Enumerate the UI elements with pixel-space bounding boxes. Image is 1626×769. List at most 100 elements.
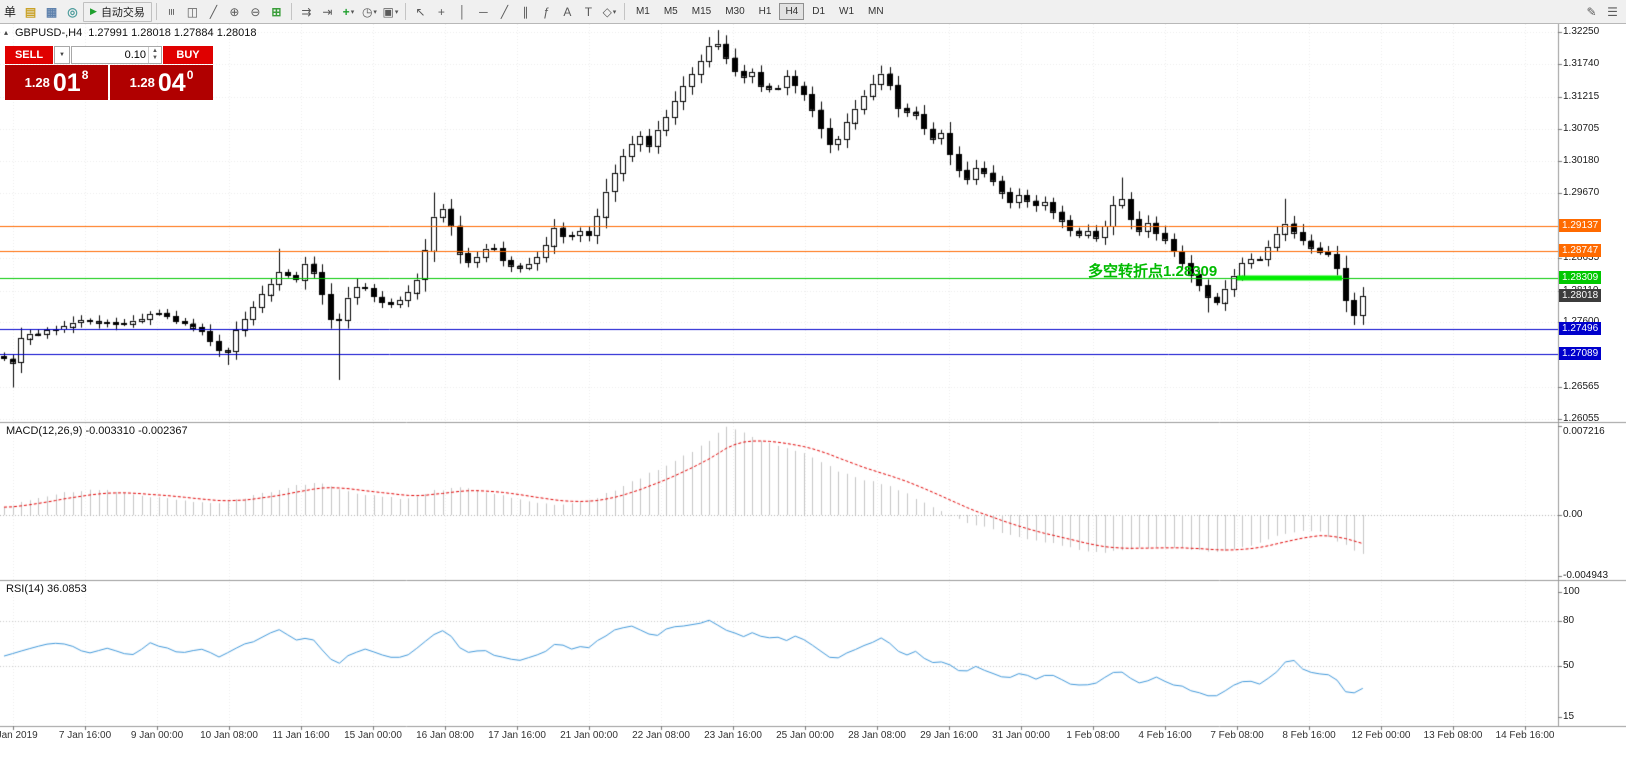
trendline-icon[interactable]: ╱ bbox=[494, 2, 515, 22]
toolbar-draw-group: ↖ + │ ─ ╱ ∥ ƒ A T ◇ ▾ bbox=[410, 2, 620, 22]
vertical-line-icon[interactable]: │ bbox=[452, 2, 473, 22]
market-watch-icon[interactable]: ▦ bbox=[41, 2, 62, 22]
toolbar: 单 ▤ ▦ ◎ ▶ 自动交易 ≡ ◫ ╱ ⊕ ⊖ ⊞ ⇉ ⇥ + ▾ ◷ ▾ ▣ ▾ ↖ + │ ─ ╱ ∥ ƒ A T ◇ ▾… bbox=[0, 0, 1626, 24]
fibonacci-icon[interactable]: ƒ bbox=[536, 2, 557, 22]
indicators-icon: + bbox=[342, 4, 350, 19]
templates-dropdown-icon[interactable]: ▾ bbox=[394, 8, 399, 16]
price-badge-pivot-line: 1.28309 bbox=[1559, 271, 1602, 285]
macd-axis-tick: 0.007216 bbox=[1563, 426, 1605, 437]
indicators-icon[interactable]: + ▾ bbox=[338, 2, 359, 22]
time-axis-label: 25 Jan 00:00 bbox=[776, 730, 834, 741]
price-axis-tick: 1.26565 bbox=[1563, 381, 1600, 393]
indicators-dropdown-icon[interactable]: ▾ bbox=[350, 8, 355, 16]
one-click-toggle-icon[interactable]: ▴ bbox=[4, 28, 9, 37]
auto-trading-play-icon: ▶ bbox=[90, 6, 97, 16]
timeframe-h4[interactable]: H4 bbox=[779, 3, 805, 20]
price-axis-tick: 1.30180 bbox=[1563, 155, 1600, 167]
tile-windows-icon[interactable]: ⊞ bbox=[266, 2, 287, 22]
crosshair-icon[interactable]: + bbox=[431, 2, 452, 22]
volume-up-icon[interactable]: ▲ bbox=[152, 48, 158, 54]
time-axis-label: 11 Jan 16:00 bbox=[272, 730, 330, 741]
price-chart-canvas[interactable] bbox=[0, 24, 1626, 769]
edit-icon[interactable]: ✎ bbox=[1581, 2, 1602, 22]
toolbar-separator bbox=[290, 3, 292, 20]
candlestick-chart-icon: ◫ bbox=[186, 4, 199, 19]
price-axis-tick: 1.26055 bbox=[1563, 413, 1600, 424]
time-axis-label: 3 Jan 2019 bbox=[0, 730, 38, 741]
line-chart-icon[interactable]: ╱ bbox=[203, 2, 224, 22]
horizontal-line-icon[interactable]: ─ bbox=[473, 2, 494, 22]
volume-field: ▲ ▼ bbox=[71, 46, 162, 64]
timeframe-mn[interactable]: MN bbox=[868, 6, 884, 17]
timeframe-w1[interactable]: W1 bbox=[839, 6, 855, 17]
price-badge-support-line: 1.27089 bbox=[1559, 347, 1602, 361]
sell-button[interactable]: SELL bbox=[5, 46, 53, 64]
buy-price-button[interactable]: 1.28 04 0 bbox=[110, 65, 213, 100]
cursor-icon[interactable]: ↖ bbox=[410, 2, 431, 22]
volume-input[interactable] bbox=[72, 47, 148, 63]
rsi-axis-tick: 15 bbox=[1563, 711, 1575, 722]
shapes-dropdown-icon[interactable]: ▾ bbox=[612, 8, 617, 16]
crosshair-icon: + bbox=[437, 4, 445, 19]
timeframe-m5[interactable]: M5 bbox=[663, 6, 678, 17]
buy-button[interactable]: BUY bbox=[163, 46, 213, 64]
cursor-icon: ↖ bbox=[415, 4, 426, 19]
bar-chart-icon[interactable]: ≡ bbox=[161, 2, 182, 22]
text-icon[interactable]: A bbox=[557, 2, 578, 22]
timeframe-h1[interactable]: H1 bbox=[758, 6, 772, 17]
timeframe-m1[interactable]: M1 bbox=[635, 6, 650, 17]
sell-price-major: 1.28 bbox=[24, 75, 50, 90]
sell-price-button[interactable]: 1.28 01 8 bbox=[5, 65, 108, 100]
time-axis-label: 1 Feb 08:00 bbox=[1066, 730, 1120, 741]
timeframe-m30[interactable]: M30 bbox=[725, 6, 745, 17]
text-icon: A bbox=[563, 4, 572, 19]
text-label-icon[interactable]: T bbox=[578, 2, 599, 22]
bar-chart-icon: ≡ bbox=[164, 7, 179, 16]
menu-icon[interactable]: ☰ bbox=[1602, 2, 1623, 22]
shapes-icon: ◇ bbox=[602, 4, 612, 19]
auto-trading-button[interactable]: ▶ 自动交易 bbox=[83, 1, 152, 22]
periods-dropdown-icon[interactable]: ▾ bbox=[373, 8, 377, 16]
time-axis-label: 12 Feb 00:00 bbox=[1351, 730, 1411, 741]
timeframe-d1[interactable]: D1 bbox=[812, 6, 826, 17]
shapes-icon[interactable]: ◇ ▾ bbox=[599, 2, 620, 22]
time-axis-label: 8 Feb 16:00 bbox=[1282, 730, 1336, 741]
time-axis-label: 22 Jan 08:00 bbox=[632, 730, 690, 741]
zoom-in-icon[interactable]: ⊕ bbox=[224, 2, 245, 22]
toolbar-right-group: ✎ ☰ bbox=[1581, 2, 1623, 22]
timeframe-m15[interactable]: M15 bbox=[691, 6, 712, 17]
zoom-in-icon: ⊕ bbox=[229, 4, 240, 19]
sell-price-pips: 01 bbox=[52, 68, 81, 97]
zoom-out-icon[interactable]: ⊖ bbox=[245, 2, 266, 22]
time-axis-label: 17 Jan 16:00 bbox=[488, 730, 546, 741]
auto-scroll-icon[interactable]: ⇉ bbox=[296, 2, 317, 22]
toolbar-chart-group: ≡ ◫ ╱ ⊕ ⊖ ⊞ bbox=[161, 2, 287, 22]
toolbar-manage-group: ⇉ ⇥ + ▾ ◷ ▾ ▣ ▾ bbox=[296, 2, 401, 22]
time-axis-label: 7 Feb 08:00 bbox=[1210, 730, 1264, 741]
price-axis-tick: 1.29670 bbox=[1563, 187, 1600, 199]
chart-shift-icon[interactable]: ⇥ bbox=[317, 2, 338, 22]
zoom-out-icon: ⊖ bbox=[250, 4, 261, 19]
time-axis-label: 29 Jan 16:00 bbox=[920, 730, 978, 741]
new-order-icon[interactable]: ▤ bbox=[20, 2, 41, 22]
buy-price-pips: 04 bbox=[157, 68, 186, 97]
chart-area[interactable]: ▴ GBPUSD-,H4 1.27991 1.28018 1.27884 1.28… bbox=[0, 24, 1626, 769]
time-axis-label: 16 Jan 08:00 bbox=[416, 730, 474, 741]
time-axis-label: 21 Jan 00:00 bbox=[560, 730, 618, 741]
channel-icon[interactable]: ∥ bbox=[515, 2, 536, 22]
toolbar-separator bbox=[404, 3, 406, 20]
volume-stepper: ▲ ▼ bbox=[148, 47, 161, 63]
time-axis-label: 4 Feb 16:00 bbox=[1138, 730, 1192, 741]
toolbar-separator bbox=[623, 3, 625, 20]
candlestick-chart-icon[interactable]: ◫ bbox=[182, 2, 203, 22]
price-badge-resistance-line: 1.29137 bbox=[1559, 219, 1602, 233]
price-axis-tick: 1.31740 bbox=[1563, 57, 1600, 69]
navigator-icon[interactable]: ◎ bbox=[62, 2, 83, 22]
order-type-dropdown[interactable]: ▼ bbox=[54, 46, 70, 64]
horizontal-line-icon: ─ bbox=[479, 4, 488, 19]
periods-icon[interactable]: ◷ ▾ bbox=[359, 2, 380, 22]
templates-icon[interactable]: ▣ ▾ bbox=[380, 2, 401, 22]
volume-down-icon[interactable]: ▼ bbox=[152, 55, 158, 61]
auto-trading-label: 自动交易 bbox=[100, 6, 145, 19]
